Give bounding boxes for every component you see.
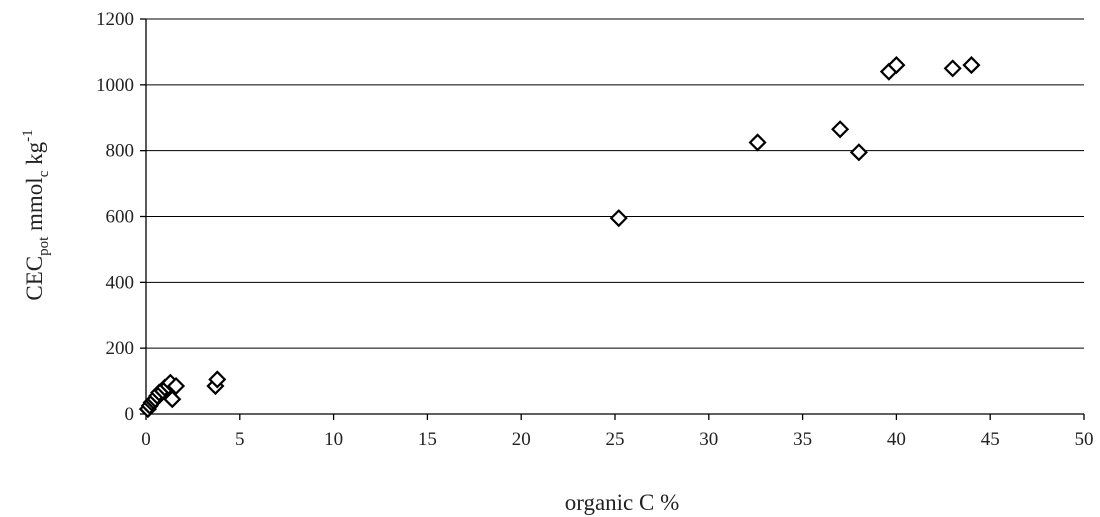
data-points [138, 56, 981, 419]
data-point [849, 143, 868, 162]
x-axis-title: organic C % [565, 490, 680, 515]
y-axis-title-sup: -1 [20, 129, 36, 142]
x-tick-label: 30 [699, 429, 718, 450]
y-axis-title-mmol: mmol [22, 177, 47, 236]
x-tick-label: 20 [512, 429, 531, 450]
y-tick-label: 200 [106, 338, 135, 359]
x-tick-label: 25 [606, 429, 625, 450]
y-tick-label: 1200 [96, 9, 134, 30]
y-tick-label: 0 [125, 404, 135, 425]
data-point [748, 133, 767, 152]
data-point [943, 59, 962, 78]
x-tick-label: 50 [1075, 429, 1094, 450]
y-axis-title-kg: kg [22, 141, 47, 170]
y-axis-title-sub-c: c [36, 170, 52, 177]
data-point [166, 376, 186, 396]
y-axis-title-base: CEC [22, 256, 47, 301]
x-tick-label: 5 [235, 429, 245, 450]
y-tick-labels: 0 200 400 600 800 1000 1200 [96, 9, 146, 425]
data-point [208, 370, 227, 389]
y-axis-title: CECpot mmolc kg-1 [20, 129, 52, 300]
y-tick-label: 400 [106, 272, 135, 293]
data-point [609, 209, 628, 228]
data-point [831, 120, 850, 139]
x-tick-label: 45 [981, 429, 1000, 450]
y-tick-label: 800 [106, 141, 135, 162]
y-axis-title-sub-pot: pot [36, 236, 52, 256]
x-tick-label: 0 [141, 429, 151, 450]
gridlines [146, 18, 1084, 349]
x-tick-labels: 0 5 10 15 20 25 30 35 40 45 50 [141, 414, 1094, 450]
x-tick-label: 10 [324, 429, 343, 450]
x-tick-label: 40 [887, 429, 906, 450]
y-tick-label: 600 [106, 207, 135, 228]
y-tick-label: 1000 [96, 75, 134, 96]
x-tick-label: 15 [418, 429, 437, 450]
data-point [163, 390, 182, 409]
x-tick-label: 35 [793, 429, 812, 450]
data-point [962, 56, 981, 75]
data-point [887, 56, 906, 75]
